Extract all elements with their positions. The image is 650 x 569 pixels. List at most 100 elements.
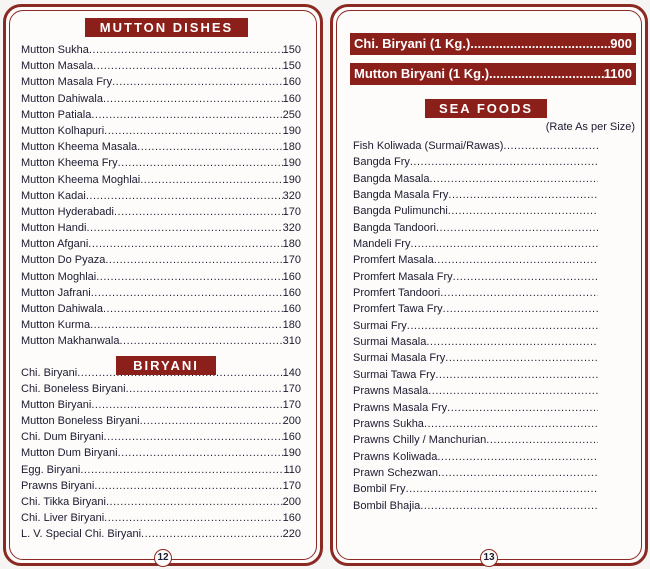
item-price: 180: [282, 319, 301, 332]
item-name: Mutton Biryani (1 Kg.): [354, 66, 490, 81]
item-name: Mutton Masala Fry: [21, 76, 113, 89]
menu-item: Mutton Masala Fry 160: [21, 74, 301, 90]
item-price: 170: [282, 383, 301, 396]
menu-item: Mutton Afgani 180: [21, 236, 301, 252]
leader-dots: [140, 413, 283, 429]
leader-dots: [86, 220, 282, 236]
item-name: Bangda Tandoori: [353, 221, 436, 234]
item-price: 190: [282, 124, 301, 137]
item-name: Prawns Masala: [353, 385, 429, 398]
menu-item: Prawns Masala Fry: [353, 400, 598, 416]
item-name: Chi. Biryani: [21, 367, 78, 379]
menu-item: Mutton Kheema Masala 180: [21, 139, 301, 155]
leader-dots: [106, 494, 283, 510]
item-price: 220: [282, 527, 301, 540]
page-number: 12: [154, 549, 172, 567]
leader-dots: [103, 91, 283, 107]
item-price: 900: [610, 36, 632, 51]
leader-dots: [114, 204, 283, 220]
sea-foods-heading: SEA FOODS: [425, 99, 547, 118]
menu-item: Surmai Fry: [353, 318, 598, 334]
leader-dots: [91, 285, 283, 301]
item-price: 150: [282, 44, 301, 56]
leader-dots: [448, 203, 598, 219]
item-name: Prawns Masala Fry: [353, 401, 448, 414]
item-price: 170: [282, 399, 301, 412]
menu-item: Mandeli Fry: [353, 236, 598, 252]
menu-item: Chi. Dum Biryani 160: [21, 429, 301, 445]
item-price: 170: [282, 254, 301, 267]
item-name: Mutton Handi: [21, 222, 87, 235]
item-name: Mutton Jafrani: [21, 286, 91, 299]
menu-item: Mutton Kadai 320: [21, 188, 301, 204]
leader-dots: [429, 171, 598, 187]
item-price: 160: [282, 286, 301, 299]
menu-item: Mutton Handi 320: [21, 220, 301, 236]
menu-item: Mutton Dum Biryani 190: [21, 445, 301, 461]
menu-item: Mutton Kolhapuri 190: [21, 123, 301, 139]
menu-item: Mutton Kheema Moghlai 190: [21, 172, 301, 188]
mutton-dishes-heading: MUTTON DISHES: [85, 18, 248, 37]
item-price: 170: [282, 479, 301, 492]
item-name: Prawns Koliwada: [353, 450, 438, 463]
leader-dots: [137, 139, 282, 155]
item-price: 320: [282, 189, 301, 202]
item-name: Chi. Dum Biryani: [21, 431, 104, 444]
item-name: Mutton Kheema Masala: [21, 141, 138, 154]
menu-item: Prawns Koliwada: [353, 449, 598, 465]
biryani-list: Chi. Biryani140Chi. Boneless Biryani170M…: [21, 365, 301, 542]
item-price: 250: [282, 108, 301, 121]
leader-dots: [435, 367, 598, 383]
item-price: 160: [282, 76, 301, 89]
item-name: Mutton Dum Biryani: [21, 447, 118, 460]
item-name: Promfert Masala Fry: [353, 270, 453, 283]
item-name: Chi. Tikka Biryani: [21, 495, 106, 508]
item-price: 200: [282, 495, 301, 508]
item-price: 140: [282, 367, 301, 379]
menu-item: Bombil Bhajia: [353, 498, 598, 514]
leader-dots: [410, 154, 598, 170]
menu-item: Mutton Masala 150: [21, 58, 301, 74]
menu-item: Mutton Jafrani 160: [21, 285, 301, 301]
menu-item: Chi. Liver Biryani 160: [21, 510, 301, 526]
menu-item: Mutton Patiala 250: [21, 107, 301, 123]
item-name: Surmai Tawa Fry: [353, 368, 436, 381]
menu-item: Chi. Biryani 140: [21, 365, 301, 381]
item-name: Mutton Moghlai: [21, 270, 97, 283]
leader-dots: [448, 187, 598, 203]
menu-item: Surmai Masala Fry: [353, 350, 598, 366]
menu-item: Mutton Sukha 150: [21, 42, 301, 58]
item-name: Surmai Fry: [353, 319, 407, 332]
item-name: Promfert Tandoori: [353, 287, 441, 300]
item-price: 110: [283, 463, 301, 476]
menu-item: Bangda Pulimunchi: [353, 203, 598, 219]
leader-dots: [88, 236, 282, 252]
mutton-dishes-list: Mutton Sukha150Mutton Masala150Mutton Ma…: [21, 42, 301, 350]
leader-dots: [118, 445, 283, 461]
menu-item: Promfert Masala Fry: [353, 269, 598, 285]
item-price: 180: [282, 238, 301, 251]
menu-item: Mutton Dahiwala 160: [21, 301, 301, 317]
leader-dots: [440, 285, 598, 301]
leader-dots: [447, 400, 598, 416]
menu-item: Prawns Biryani 170: [21, 478, 301, 494]
item-name: Prawns Biryani: [21, 479, 95, 492]
menu-item: Prawns Masala: [353, 383, 598, 399]
menu-item: Prawn Schezwan: [353, 465, 598, 481]
menu-item: Mutton Hyderabadi 170: [21, 204, 301, 220]
item-name: Promfert Masala: [353, 254, 434, 267]
menu-item: Surmai Tawa Fry: [353, 367, 598, 383]
item-name: Mutton Boneless Biryani: [21, 415, 140, 428]
leader-dots: [91, 107, 282, 123]
leader-dots: [80, 462, 283, 478]
leader-dots: [503, 138, 598, 154]
menu-item: Mutton Dahiwala 160: [21, 91, 301, 107]
item-price: 190: [282, 157, 301, 170]
menu-item: Mutton Moghlai 160: [21, 269, 301, 285]
item-name: Prawns Sukha: [353, 417, 424, 430]
item-price: 190: [282, 447, 301, 460]
item-name: Fish Koliwada (Surmai/Rawas): [353, 140, 504, 152]
leader-dots: [410, 236, 598, 252]
item-name: Surmai Masala: [353, 336, 427, 349]
menu-item: Mutton Biryani 170: [21, 397, 301, 413]
